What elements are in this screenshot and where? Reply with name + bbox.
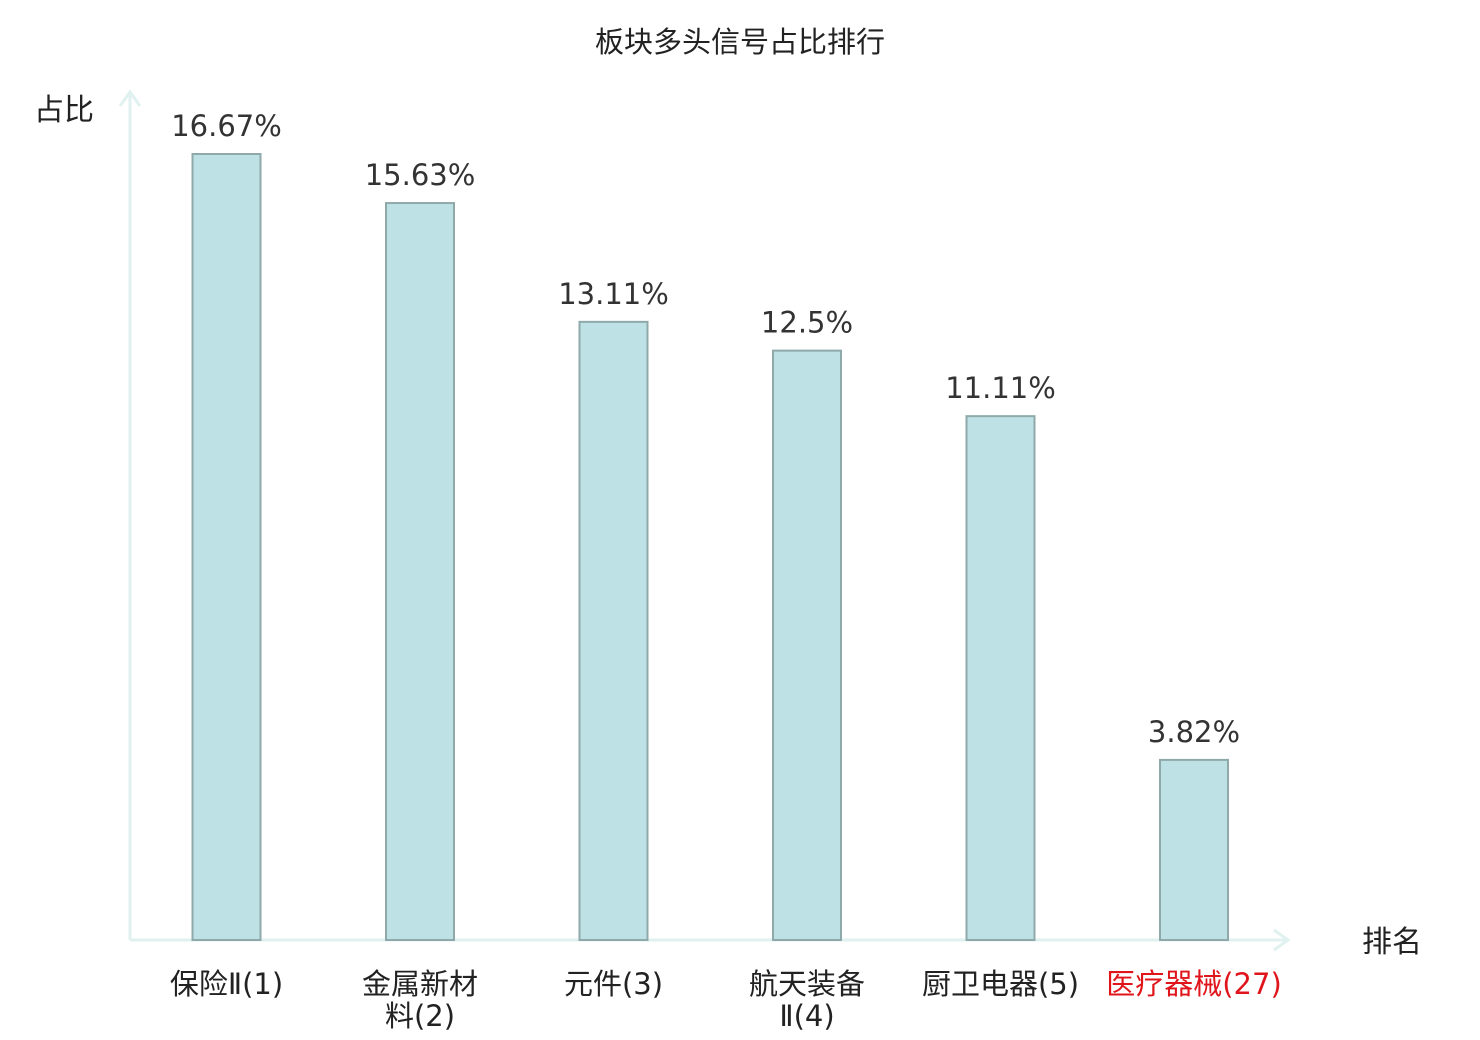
y-axis <box>118 89 142 940</box>
category-labels-group: 保险Ⅱ(1) 金属新材料(2) 元件(3) 航天装备 Ⅱ(4) 厨卫电器(5) 医疗器械(2… <box>170 967 1282 1033</box>
category-label-line: 航天装备 <box>749 967 865 1001</box>
category-label: 厨卫电器(5) <box>922 967 1079 1001</box>
bar-value-label: 3.82% <box>1148 715 1240 749</box>
bar <box>385 202 455 941</box>
chart-title: 板块多头信号占比排行 <box>595 25 885 59</box>
bar-value-label: 15.63% <box>365 158 476 192</box>
bars-group <box>191 153 1229 942</box>
category-label-line: 元件(3) <box>564 967 663 1001</box>
category-label: 医疗器械(27) <box>1106 967 1282 1001</box>
bar <box>772 349 842 942</box>
category-label: 航天装备 Ⅱ(4) <box>749 967 865 1033</box>
bar-value-label: 11.11% <box>945 371 1056 405</box>
bar-value-label: 12.5% <box>761 306 853 340</box>
bar <box>1159 758 1229 941</box>
category-label: 金属新材料(2) <box>362 967 478 1033</box>
bar-value-label: 13.11% <box>558 277 669 311</box>
category-label-line: 料(2) <box>385 999 455 1033</box>
bar <box>191 153 262 941</box>
category-label: 保险Ⅱ(1) <box>170 967 283 1001</box>
bar-value-label: 16.67% <box>171 109 282 143</box>
x-axis <box>130 928 1291 952</box>
bar <box>578 320 649 941</box>
category-label-line: 金属新材 <box>362 967 478 1001</box>
category-label: 元件(3) <box>564 967 663 1001</box>
x-axis-title: 排名 <box>1362 925 1422 960</box>
category-label-line: 厨卫电器(5) <box>922 967 1079 1001</box>
category-label-line: 保险Ⅱ(1) <box>170 967 283 1001</box>
category-label-line: Ⅱ(4) <box>779 999 834 1033</box>
y-axis-title: 占比 <box>34 93 94 128</box>
value-labels-group: 16.67% 15.63% 13.11% 12.5% 11.11% 3.82% <box>171 109 1240 749</box>
bar <box>965 415 1036 941</box>
category-label-line: 医疗器械(27) <box>1106 967 1282 1001</box>
